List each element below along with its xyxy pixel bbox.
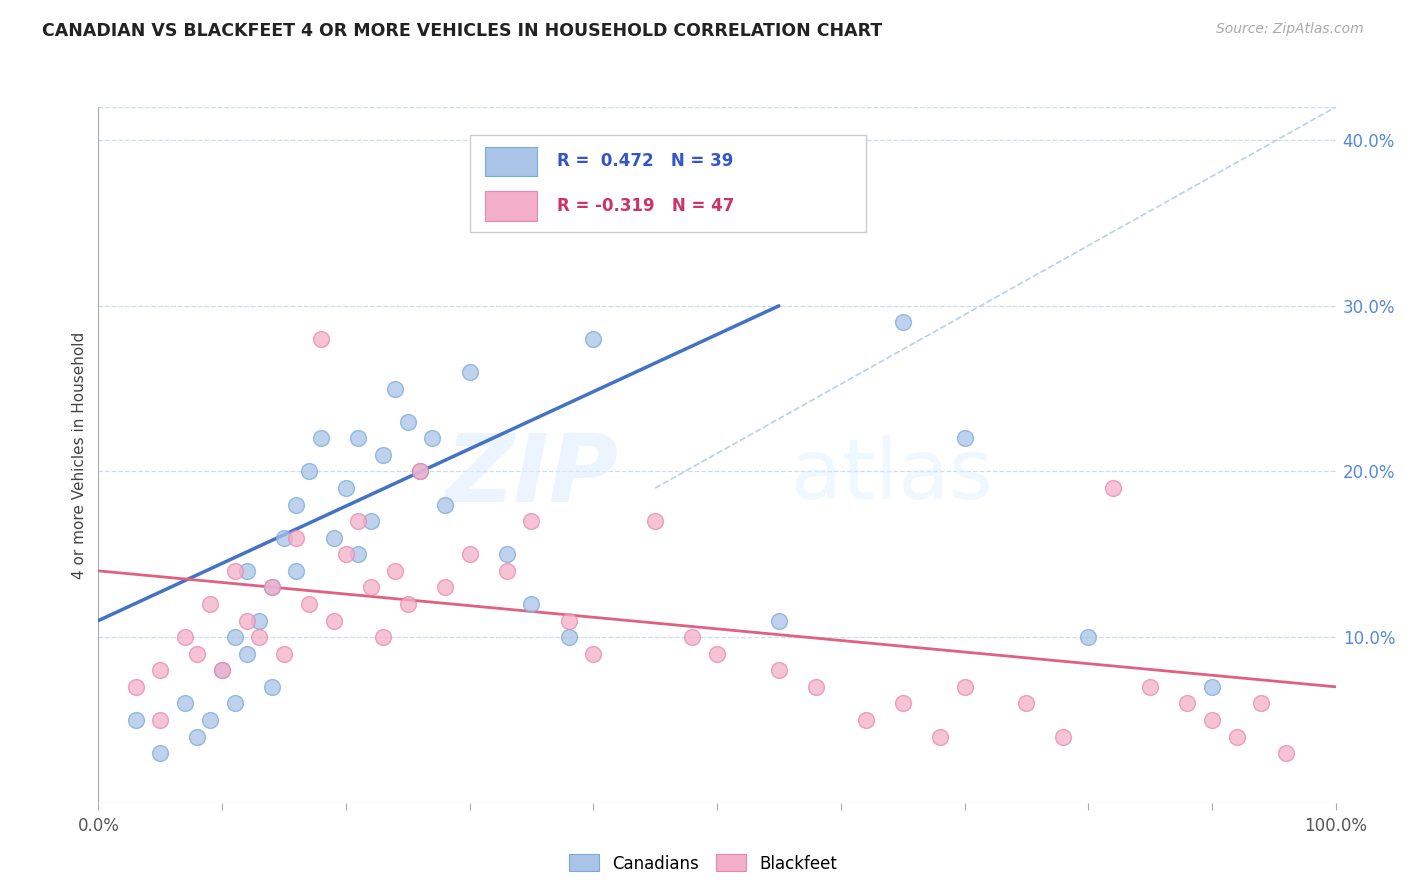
Point xyxy=(557,630,579,644)
FancyBboxPatch shape xyxy=(470,135,866,232)
Point xyxy=(322,531,344,545)
Y-axis label: 4 or more Vehicles in Household: 4 or more Vehicles in Household xyxy=(72,331,87,579)
Point xyxy=(384,382,406,396)
Point xyxy=(495,564,517,578)
Point xyxy=(433,498,456,512)
Point xyxy=(804,680,827,694)
Point xyxy=(396,415,419,429)
Point xyxy=(953,431,976,445)
Point xyxy=(198,597,221,611)
Point xyxy=(186,647,208,661)
Point xyxy=(309,332,332,346)
Point xyxy=(285,531,308,545)
Point xyxy=(384,564,406,578)
Point xyxy=(224,630,246,644)
Point xyxy=(149,663,172,677)
Point xyxy=(149,746,172,760)
Point xyxy=(953,680,976,694)
Point xyxy=(1201,680,1223,694)
Point xyxy=(236,614,259,628)
Text: R = -0.319   N = 47: R = -0.319 N = 47 xyxy=(557,197,734,215)
Point xyxy=(298,597,321,611)
Point xyxy=(360,514,382,528)
Point xyxy=(285,564,308,578)
Point xyxy=(149,713,172,727)
FancyBboxPatch shape xyxy=(485,146,537,176)
Point xyxy=(186,730,208,744)
Point xyxy=(520,597,543,611)
Point xyxy=(582,332,605,346)
Point xyxy=(198,713,221,727)
Point xyxy=(1077,630,1099,644)
Point xyxy=(124,713,146,727)
Point xyxy=(260,680,283,694)
Point xyxy=(260,581,283,595)
Point xyxy=(855,713,877,727)
Point xyxy=(928,730,950,744)
Text: ZIP: ZIP xyxy=(446,430,619,522)
Point xyxy=(1250,697,1272,711)
Point xyxy=(260,581,283,595)
Point xyxy=(422,431,444,445)
Point xyxy=(891,315,914,329)
Legend: Canadians, Blackfeet: Canadians, Blackfeet xyxy=(562,847,844,880)
Text: R =  0.472   N = 39: R = 0.472 N = 39 xyxy=(557,153,733,170)
Point xyxy=(891,697,914,711)
Point xyxy=(582,647,605,661)
Point xyxy=(409,465,432,479)
Text: CANADIAN VS BLACKFEET 4 OR MORE VEHICLES IN HOUSEHOLD CORRELATION CHART: CANADIAN VS BLACKFEET 4 OR MORE VEHICLES… xyxy=(42,22,883,40)
Point xyxy=(1102,481,1125,495)
Point xyxy=(768,614,790,628)
Point xyxy=(298,465,321,479)
Point xyxy=(495,547,517,561)
Point xyxy=(371,448,394,462)
Point xyxy=(706,647,728,661)
Point xyxy=(335,547,357,561)
Point xyxy=(224,564,246,578)
Point xyxy=(335,481,357,495)
Point xyxy=(309,431,332,445)
Point xyxy=(1201,713,1223,727)
Point xyxy=(247,614,270,628)
Point xyxy=(1052,730,1074,744)
Point xyxy=(396,597,419,611)
Point xyxy=(557,614,579,628)
Point xyxy=(768,663,790,677)
Point xyxy=(371,630,394,644)
Point xyxy=(644,514,666,528)
Point xyxy=(174,630,197,644)
Point xyxy=(1175,697,1198,711)
Point xyxy=(458,365,481,379)
Point xyxy=(124,680,146,694)
Text: atlas: atlas xyxy=(792,435,993,516)
Point xyxy=(360,581,382,595)
Point xyxy=(322,614,344,628)
FancyBboxPatch shape xyxy=(485,192,537,220)
Point xyxy=(174,697,197,711)
Point xyxy=(236,647,259,661)
Point xyxy=(1015,697,1038,711)
Point xyxy=(224,697,246,711)
Point xyxy=(520,514,543,528)
Point xyxy=(273,647,295,661)
Text: Source: ZipAtlas.com: Source: ZipAtlas.com xyxy=(1216,22,1364,37)
Point xyxy=(347,514,370,528)
Point xyxy=(458,547,481,561)
Point xyxy=(347,547,370,561)
Point xyxy=(1226,730,1249,744)
Point xyxy=(211,663,233,677)
Point xyxy=(409,465,432,479)
Point xyxy=(273,531,295,545)
Point xyxy=(681,630,703,644)
Point xyxy=(1275,746,1298,760)
Point xyxy=(285,498,308,512)
Point xyxy=(236,564,259,578)
Point xyxy=(211,663,233,677)
Point xyxy=(433,581,456,595)
Point xyxy=(347,431,370,445)
Point xyxy=(1139,680,1161,694)
Point xyxy=(247,630,270,644)
